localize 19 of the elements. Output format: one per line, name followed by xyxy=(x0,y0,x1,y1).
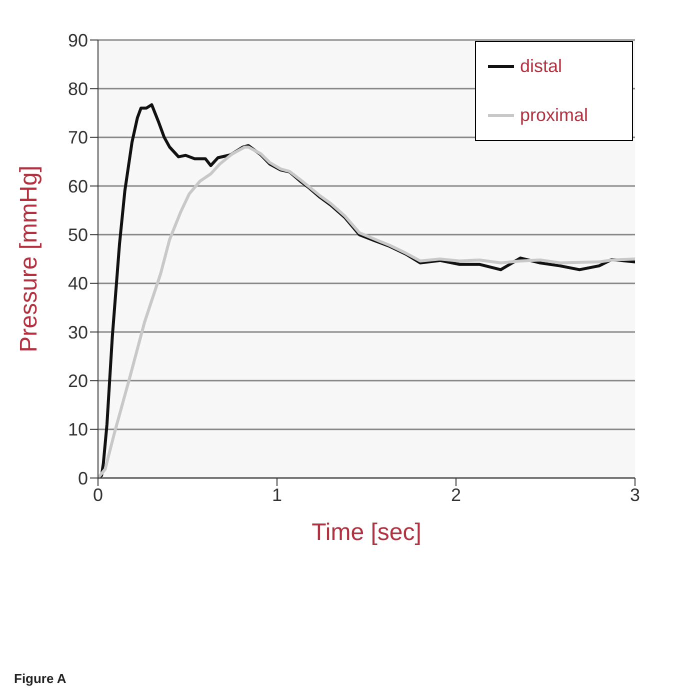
y-tick-label: 20 xyxy=(68,371,88,392)
x-tick-label: 2 xyxy=(450,484,462,505)
y-tick-label: 60 xyxy=(68,176,88,196)
y-tick-label: 10 xyxy=(68,420,88,440)
y-tick-label: 90 xyxy=(68,30,88,50)
y-tick-label: 70 xyxy=(68,128,88,148)
x-tick-label: 0 xyxy=(92,484,104,505)
x-tick-label: 3 xyxy=(630,484,640,505)
y-axis-title: Pressure [mmHg] xyxy=(16,166,43,352)
y-tick-label: 80 xyxy=(68,79,88,100)
y-tick-label: 50 xyxy=(68,225,88,246)
y-tick-label: 40 xyxy=(68,274,88,294)
x-axis-title: Time [sec] xyxy=(312,519,422,546)
legend-label: distal xyxy=(520,56,562,77)
text: Figure A xyxy=(14,671,66,686)
y-tick-label: 30 xyxy=(68,322,88,342)
x-tick-label: 1 xyxy=(272,484,282,505)
legend-label: proximal xyxy=(520,105,588,126)
y-tick-label: 0 xyxy=(78,468,88,488)
